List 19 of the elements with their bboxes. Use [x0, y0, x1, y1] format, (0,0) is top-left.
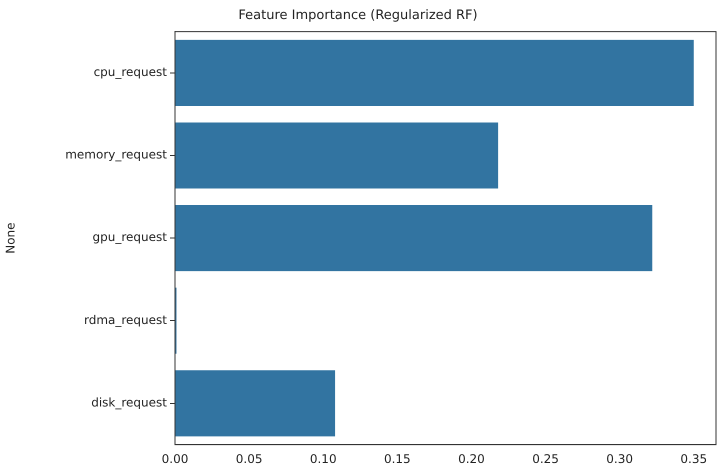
x-tick-label: 0.25 [532, 452, 559, 466]
y-tick-label: gpu_request [92, 230, 168, 244]
y-tick-label: disk_request [91, 395, 168, 410]
bar [175, 205, 652, 272]
x-tick-label: 0.10 [310, 452, 337, 466]
x-tick-label: 0.20 [458, 452, 485, 466]
y-tick-label: cpu_request [94, 65, 168, 80]
chart-title: Feature Importance (Regularized RF) [238, 8, 478, 24]
y-axis-title: None [3, 222, 18, 254]
x-tick-label: 0.35 [680, 452, 708, 466]
y-tick-label: rdma_request [84, 312, 168, 327]
x-tick-label: 0.15 [384, 452, 411, 466]
x-tick-label: 0.00 [162, 452, 188, 466]
x-tick-label: 0.05 [236, 452, 262, 466]
y-tick-label: memory_request [65, 148, 168, 162]
bar [175, 370, 336, 436]
x-tick-label: 0.30 [606, 452, 634, 466]
bar [175, 122, 498, 189]
bar [175, 40, 694, 106]
